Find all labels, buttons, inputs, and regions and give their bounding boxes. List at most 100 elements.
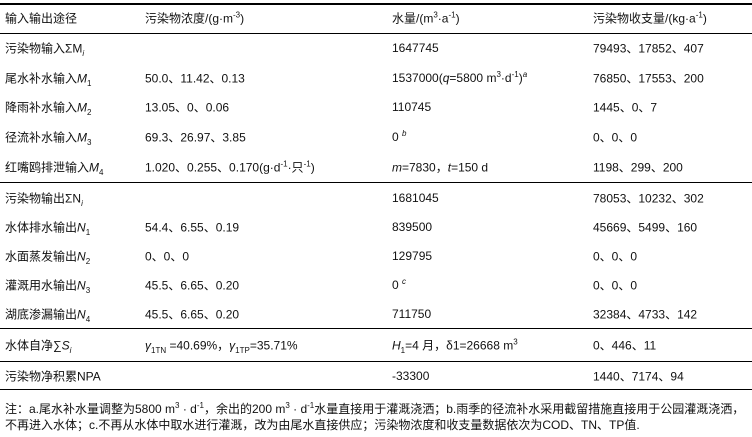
cell-water-volume: 1681045 (392, 191, 439, 205)
text-run: ) (310, 160, 315, 175)
cell-water-volume: 110745 (392, 100, 431, 114)
cell-water-volume: H1=4 月，δ1=26668 m3 (392, 337, 518, 354)
text-run: ，余出的200 m (203, 402, 286, 416)
header-row-label: 输入输出途径 (5, 10, 77, 27)
text-run: 灌溉用水输出 (5, 278, 78, 293)
text-run: 1 (85, 227, 91, 237)
text-run: 1 (87, 78, 92, 88)
cell-pollutant-budget: 78053、10232、302 (593, 190, 704, 207)
text-run: 4 (99, 167, 104, 177)
text-run: a (522, 70, 528, 79)
text-run: 水量/(m (392, 11, 434, 26)
text-run: 输入输出途径 (5, 11, 78, 26)
cell-concentration: 1.020、0.255、0.170(g·d-1·只-1) (145, 159, 315, 176)
text-run: =35.71% (249, 338, 298, 353)
text-run: ) (702, 11, 707, 26)
text-run: =40.69%， (166, 338, 230, 353)
text-run: =7830， (402, 160, 448, 175)
text-run: 1TP (235, 345, 250, 355)
text-run: 1TN (151, 345, 167, 355)
text-run: -33300 (392, 369, 430, 383)
text-run: 0 (392, 278, 403, 292)
cell-water-volume: 0 b (392, 130, 406, 145)
text-run: 45669、5499、160 (593, 220, 698, 235)
cell-concentration: 45.5、6.65、0.20 (145, 277, 239, 294)
text-run: 注：a.尾水补水量调整为5800 m (5, 402, 176, 416)
text-run: -1 (511, 70, 519, 79)
text-run: 3 (513, 337, 518, 347)
text-run: i (82, 48, 85, 58)
text-run: 水体排水输出 (5, 220, 78, 235)
cell-pollutant-budget: 1440、7174、94 (593, 368, 684, 385)
text-run: 水面蒸发输出 (5, 249, 78, 264)
text-run: 69.3、26.97、3.85 (145, 130, 246, 145)
text-run: 1 (400, 345, 406, 355)
text-run: 3 (285, 401, 290, 410)
text-run: 不再进入水体；c.不再从水体中取水进行灌溉，改为由尾水直接供应；污染物浓度和收支… (5, 418, 640, 432)
text-run: 1537000( (392, 71, 443, 85)
cell-pollutant-budget: 0、0、0 (593, 248, 637, 265)
text-run: 0、446、11 (593, 338, 657, 353)
text-run: m (392, 160, 402, 175)
cell-row-label: 水体自净∑Si (5, 337, 72, 355)
bottom-rule (0, 389, 752, 390)
text-run: ·a (437, 11, 449, 26)
text-run: 水体自净∑ (5, 338, 62, 353)
text-run: 839500 (392, 220, 433, 234)
cell-pollutant-budget: 0、0、0 (593, 129, 637, 146)
text-run: -1 (196, 401, 204, 410)
text-run: 2 (87, 107, 92, 117)
text-run: M (77, 100, 88, 115)
text-run: ) (240, 11, 245, 26)
text-run: · d (289, 402, 308, 416)
text-run: γ (145, 338, 151, 353)
header-rule (0, 33, 752, 34)
cell-row-label: 污染物净积累NPA (5, 368, 101, 385)
text-run: N (77, 220, 86, 235)
text-run: 45.5、6.65、0.20 (145, 307, 240, 322)
cell-row-label: 红嘴鸥排泄输入M4 (5, 159, 104, 177)
text-run: 4 (85, 314, 91, 324)
text-run: 污染物净积累NPA (5, 369, 101, 384)
text-run: M (77, 130, 88, 145)
text-run: N (77, 307, 86, 322)
text-run: 110745 (392, 100, 432, 114)
text-run: 0、0、0 (593, 130, 638, 145)
header-concentration: 污染物浓度/(g·m-3) (145, 10, 244, 27)
text-run: ·d (500, 71, 512, 85)
section-rule (0, 328, 752, 329)
text-run: -3 (233, 10, 241, 20)
text-run: 3 (433, 10, 438, 20)
cell-pollutant-budget: 32384、4733、142 (593, 306, 697, 323)
text-run: 0、0、0 (145, 249, 190, 264)
cell-row-label: 水面蒸发输出N2 (5, 248, 91, 266)
text-run: 污染物输入ΣM (5, 41, 83, 56)
cell-pollutant-budget: 45669、5499、160 (593, 219, 697, 236)
cell-water-volume: 1647745 (392, 41, 439, 55)
text-run: 54.4、6.55、0.19 (145, 220, 240, 235)
text-run: 尾水补水输入 (5, 71, 78, 86)
cell-concentration: 54.4、6.55、0.19 (145, 219, 239, 236)
text-run: 降雨补水输入 (5, 100, 78, 115)
text-run: · d (179, 402, 197, 416)
text-run: 2 (85, 256, 91, 266)
top-rule (0, 3, 752, 5)
text-run: γ (229, 338, 236, 353)
text-run: 污染物收支量/(kg·a (593, 11, 696, 26)
cell-row-label: 湖底渗漏输出N4 (5, 306, 91, 324)
text-run: N (77, 249, 86, 264)
section-rule (0, 361, 752, 362)
text-run: 1440、7174、94 (593, 369, 684, 384)
cell-water-volume: 0 c (392, 278, 406, 293)
cell-water-volume: 129795 (392, 249, 432, 263)
text-run: 3 (85, 285, 91, 295)
text-run: 129795 (392, 249, 433, 263)
cell-row-label: 灌溉用水输出N3 (5, 277, 91, 295)
text-run: ) (518, 71, 523, 85)
header-water-volume: 水量/(m3·a-1) (392, 10, 460, 27)
text-run: i (69, 345, 72, 355)
cell-water-volume: m=7830，t=150 d (392, 159, 488, 176)
text-run: N (77, 278, 86, 293)
text-run: -1 (280, 159, 288, 169)
text-run: 径流补水输入 (5, 130, 78, 145)
